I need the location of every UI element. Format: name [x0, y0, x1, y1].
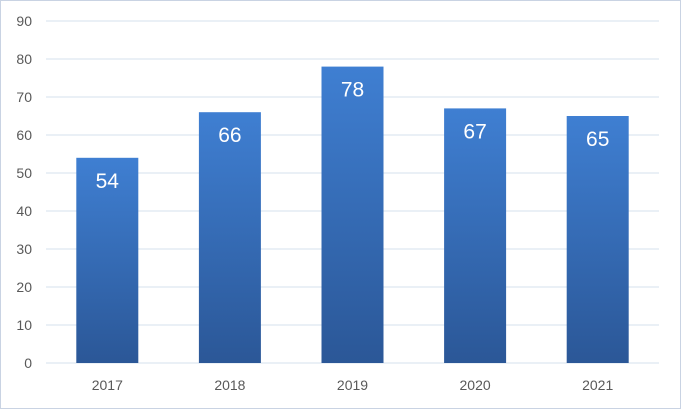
bar-2017 — [76, 157, 139, 363]
bar-2019 — [321, 66, 384, 363]
x-tick-label-2021: 2021 — [582, 377, 613, 393]
data-label-2020: 67 — [463, 120, 486, 143]
y-tick-label: 40 — [16, 203, 32, 219]
y-tick-label: 90 — [16, 13, 32, 29]
bar-2020 — [444, 108, 507, 364]
x-tick-label-2019: 2019 — [337, 377, 368, 393]
y-tick-label: 70 — [16, 89, 32, 105]
x-tick-label-2017: 2017 — [92, 377, 123, 393]
y-tick-label: 60 — [16, 127, 32, 143]
data-label-2017: 54 — [96, 170, 120, 193]
y-tick-label: 30 — [16, 241, 32, 257]
grid-lines — [46, 20, 659, 364]
data-label-2019: 78 — [341, 79, 364, 102]
bar-2018 — [198, 112, 261, 363]
y-tick-label: 10 — [16, 317, 32, 333]
x-axis-ticks: 2017 2018 2019 2020 2021 — [92, 377, 614, 393]
x-tick-label-2018: 2018 — [214, 377, 245, 393]
y-tick-label: 80 — [16, 51, 32, 67]
bar-2021 — [566, 116, 629, 363]
bars: 54 66 78 67 65 — [76, 66, 629, 364]
x-tick-label-2020: 2020 — [460, 377, 491, 393]
y-axis-ticks: 0 10 20 30 40 50 60 70 80 90 — [16, 13, 32, 371]
data-label-2018: 66 — [218, 124, 241, 147]
y-tick-label: 20 — [16, 279, 32, 295]
y-tick-label: 50 — [16, 165, 32, 181]
y-tick-label: 0 — [24, 355, 32, 371]
data-label-2021: 65 — [586, 128, 609, 151]
